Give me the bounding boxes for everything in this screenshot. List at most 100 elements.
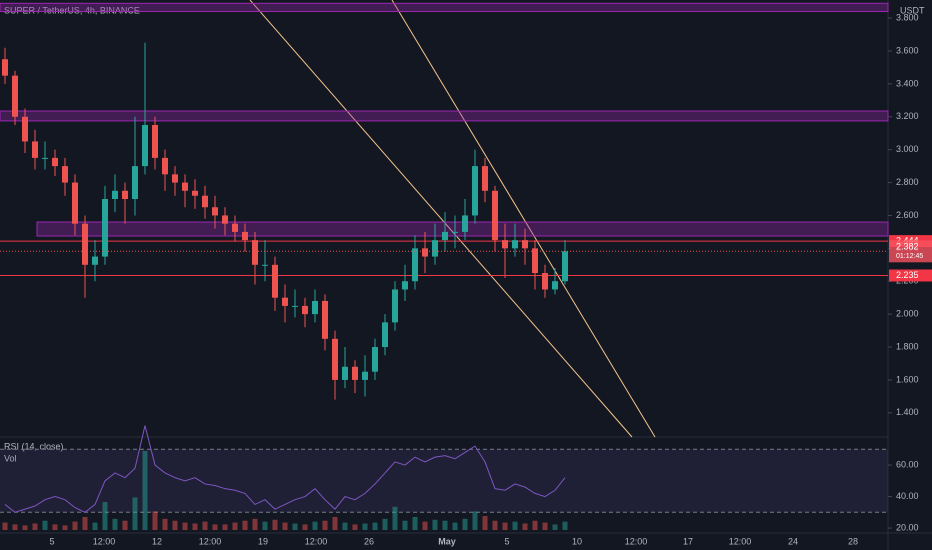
x-tick-label: 26 — [364, 536, 374, 546]
volume-bar — [152, 511, 158, 530]
x-tick-label: 10 — [572, 536, 582, 546]
volume-bar — [172, 520, 178, 530]
volume-bar — [532, 520, 538, 530]
candle-body — [292, 305, 298, 307]
candle-body — [222, 215, 228, 224]
y-tick-label: 1.400 — [896, 407, 919, 417]
x-tick-label: 12:00 — [625, 536, 648, 546]
y-tick-label: 2.800 — [896, 177, 919, 187]
candle-body — [252, 240, 258, 265]
volume-bar — [392, 506, 398, 530]
candle-body — [382, 322, 388, 348]
volume-bar — [442, 520, 448, 530]
candle-body — [42, 157, 48, 159]
volume-bar — [252, 518, 258, 530]
volume-bar — [322, 520, 328, 530]
candle-body — [402, 281, 408, 290]
zone — [0, 2, 889, 13]
candle-body — [472, 166, 478, 216]
x-tick-label: 17 — [683, 536, 693, 546]
volume-bar — [22, 525, 28, 530]
candle-body — [212, 207, 218, 216]
volume-bar — [352, 524, 358, 530]
volume-bar — [382, 518, 388, 530]
candle-body — [72, 182, 78, 224]
volume-bar — [412, 516, 418, 530]
candle-body — [192, 190, 198, 196]
y-tick-label: 3.400 — [896, 78, 919, 88]
currency: USDT — [900, 5, 925, 15]
symbol-title: SUPER / TetherUS, 4h, BINANCE — [4, 5, 140, 15]
candle-body — [432, 240, 438, 257]
zone — [0, 110, 889, 122]
volume-bar — [262, 521, 268, 530]
x-tick-label: 12:00 — [305, 536, 328, 546]
trend-line — [249, 0, 633, 438]
volume-bar — [372, 522, 378, 530]
volume-bar — [302, 524, 308, 530]
volume-bar — [432, 519, 438, 530]
volume-bar — [492, 520, 498, 530]
candle-body — [352, 366, 358, 380]
volume-bar — [472, 511, 478, 530]
trend-line — [391, 0, 656, 438]
volume-bar — [232, 522, 238, 530]
candle-body — [232, 223, 238, 232]
candle-body — [392, 289, 398, 323]
volume-bar — [292, 523, 298, 530]
volume-bar — [212, 524, 218, 530]
rsi-band — [0, 449, 888, 513]
candle-body — [162, 157, 168, 175]
candle-body — [522, 240, 528, 249]
candle-body — [442, 231, 448, 241]
candle-body — [102, 199, 108, 257]
volume-bar — [2, 522, 8, 530]
volume-bar — [62, 525, 68, 530]
candle-body — [412, 248, 418, 282]
volume-bar — [552, 524, 558, 530]
candle-body — [132, 166, 138, 200]
candle-body — [332, 338, 338, 380]
candle-body — [22, 116, 28, 142]
y-tick-label: 3.600 — [896, 45, 919, 55]
y-tick-label: 2.000 — [896, 309, 919, 319]
volume-bar — [12, 524, 18, 530]
candle-body — [262, 264, 268, 266]
volume-bar — [222, 524, 228, 530]
candle-body — [172, 174, 178, 183]
candle-body — [152, 124, 158, 158]
volume-bar — [462, 518, 468, 530]
volume-bar — [542, 522, 548, 530]
volume-bar — [522, 523, 528, 530]
rsi-tick-label: 60.00 — [896, 459, 919, 469]
volume-bar — [72, 521, 78, 530]
volume-bar — [162, 518, 168, 530]
candle-body — [372, 347, 378, 372]
y-tick-label: 3.000 — [896, 144, 919, 154]
x-tick-label: 12 — [152, 536, 162, 546]
candle-body — [422, 248, 428, 257]
candle-body — [62, 166, 68, 183]
candle-body — [462, 215, 468, 232]
volume-bar — [282, 522, 288, 530]
level-label: 2.235 — [896, 270, 919, 280]
candle-body — [82, 223, 88, 265]
volume-bar — [482, 516, 488, 530]
candle-body — [362, 371, 368, 380]
volume-bar — [112, 518, 118, 530]
volume-bar — [312, 521, 318, 530]
y-tick-label: 1.800 — [896, 341, 919, 351]
volume-bar — [32, 523, 38, 530]
candle-body — [492, 190, 498, 241]
volume-bar — [512, 521, 518, 530]
volume-bar — [82, 516, 88, 530]
x-tick-label: 24 — [788, 536, 798, 546]
volume-bar — [342, 522, 348, 530]
volume-bar — [102, 502, 108, 530]
x-tick-label: 19 — [258, 536, 268, 546]
volume-bar — [202, 521, 208, 530]
x-tick-label: 5 — [49, 536, 54, 546]
current-price-bg — [889, 240, 932, 263]
y-tick-label: 3.800 — [896, 12, 919, 22]
